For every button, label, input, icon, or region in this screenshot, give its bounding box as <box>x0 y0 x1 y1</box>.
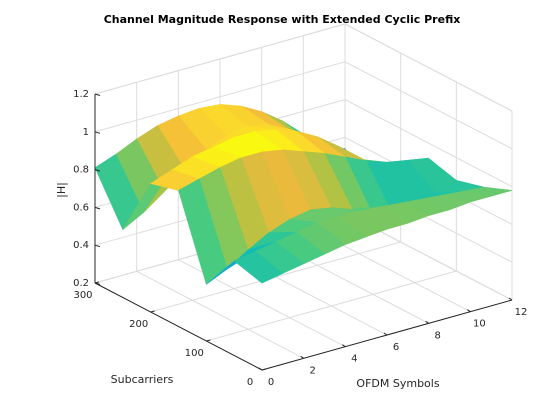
x-tick-label: 8 <box>434 330 440 341</box>
x-axis-label: OFDM Symbols <box>356 377 439 390</box>
y-tick-label: 300 <box>73 290 92 301</box>
y-axis-label: Subcarriers <box>111 373 174 386</box>
z-tick-label: 0.4 <box>73 240 89 251</box>
axis-line <box>94 282 263 371</box>
tick-mark <box>261 368 267 371</box>
tick-mark <box>206 339 211 342</box>
tick-mark <box>94 206 101 210</box>
surface-patch <box>233 251 284 284</box>
tick-mark <box>94 93 101 96</box>
tick-mark <box>94 131 101 134</box>
grid-line <box>344 23 513 112</box>
tick-mark <box>94 169 101 172</box>
tick-mark <box>342 344 346 348</box>
y-tick-label: 200 <box>129 319 148 330</box>
tick-mark <box>94 281 100 284</box>
tick-mark <box>258 367 263 371</box>
z-tick-label: 0.6 <box>73 202 89 213</box>
z-tick-label: 0.2 <box>73 278 89 289</box>
z-tick-label: 1 <box>83 127 89 138</box>
tick-mark <box>508 297 513 301</box>
grid-line <box>136 270 304 359</box>
x-tick-label: 2 <box>309 365 315 376</box>
z-tick-label: 1.2 <box>73 89 89 100</box>
y-tick-label: 0 <box>247 377 253 388</box>
x-tick-label: 12 <box>515 307 528 318</box>
tick-mark <box>94 244 101 248</box>
grid-line <box>344 61 513 150</box>
x-tick-label: 10 <box>473 319 486 330</box>
grid-line <box>344 99 513 188</box>
x-tick-label: 0 <box>268 377 274 388</box>
x-tick-label: 6 <box>393 342 399 353</box>
z-axis-label: |H| <box>55 182 68 198</box>
x-tick-label: 4 <box>351 354 357 365</box>
tick-mark <box>150 310 155 313</box>
y-tick-label: 100 <box>185 348 204 359</box>
chart-title: Channel Magnitude Response with Extended… <box>104 13 461 26</box>
grid-line <box>206 270 457 342</box>
z-tick-label: 0.8 <box>73 165 89 176</box>
tick-mark <box>467 309 471 313</box>
tick-mark <box>383 332 388 336</box>
tick-mark <box>425 320 429 324</box>
tick-mark <box>300 355 304 359</box>
